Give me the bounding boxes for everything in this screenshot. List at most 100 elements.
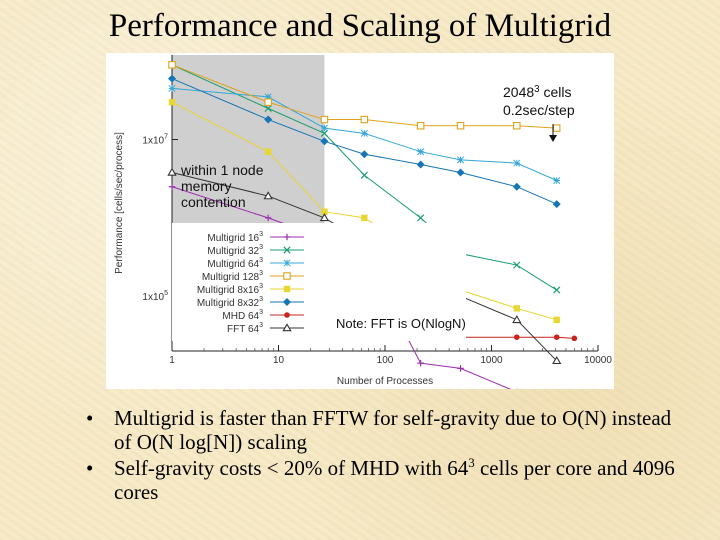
data-point bbox=[552, 124, 561, 132]
note-annotation: Note: FFT is O(NlogN) bbox=[336, 316, 466, 331]
legend-label: Multigrid 323 bbox=[207, 244, 263, 257]
data-point bbox=[168, 84, 176, 92]
data-point bbox=[283, 233, 291, 241]
data-point bbox=[552, 200, 561, 209]
legend-label: MHD 643 bbox=[222, 309, 263, 322]
data-point bbox=[320, 115, 329, 124]
data-point bbox=[553, 316, 560, 324]
y-tick-label: 1x105 bbox=[142, 290, 168, 303]
data-point bbox=[360, 129, 368, 137]
data-point bbox=[320, 137, 329, 146]
legend-label: Multigrid 8x323 bbox=[197, 296, 263, 309]
data-point bbox=[264, 93, 272, 101]
data-point bbox=[283, 259, 291, 267]
series-line bbox=[171, 87, 557, 181]
region-label-line: contention bbox=[181, 194, 246, 210]
bullet-item: • Self-gravity costs < 20% of MHD with 6… bbox=[86, 456, 686, 504]
data-point bbox=[264, 214, 272, 222]
x-tick-label: 1000 bbox=[480, 355, 503, 366]
data-point bbox=[321, 208, 328, 215]
legend-box bbox=[172, 223, 466, 341]
data-point bbox=[284, 312, 290, 318]
legend-label: Multigrid 8x163 bbox=[197, 283, 263, 296]
data-point bbox=[513, 122, 521, 130]
legend-label: Multigrid 1283 bbox=[202, 270, 263, 283]
data-point bbox=[320, 124, 328, 132]
data-point bbox=[417, 359, 424, 367]
data-point bbox=[553, 334, 560, 341]
data-point bbox=[282, 323, 292, 332]
data-point bbox=[283, 298, 291, 306]
data-point bbox=[513, 261, 521, 269]
data-point bbox=[168, 74, 176, 83]
data-point bbox=[571, 335, 578, 342]
data-point bbox=[512, 182, 521, 191]
data-point bbox=[513, 334, 520, 341]
x-tick-label: 10 bbox=[273, 355, 285, 366]
data-point bbox=[513, 159, 521, 167]
bullet-dot: • bbox=[86, 456, 94, 480]
data-point bbox=[416, 214, 425, 222]
data-point bbox=[417, 148, 425, 156]
data-point bbox=[416, 160, 425, 169]
data-point bbox=[168, 183, 176, 190]
performance-chart: 1 10 100 1000 10000 1x105 1x107 Number of Proce… bbox=[106, 53, 614, 414]
data-point bbox=[512, 315, 522, 324]
x-axis-label: Number of Processes bbox=[337, 376, 433, 387]
data-point bbox=[167, 167, 177, 176]
series-line bbox=[171, 64, 557, 129]
data-point bbox=[168, 98, 176, 106]
data-point bbox=[513, 305, 520, 312]
data-point bbox=[360, 115, 369, 124]
bullet-text-1: Multigrid is faster than FFTW for self-g… bbox=[114, 406, 672, 454]
series-line bbox=[171, 78, 557, 205]
bullet-list: • Multigrid is faster than FFTW for self… bbox=[86, 406, 686, 506]
data-point bbox=[263, 191, 273, 200]
data-point bbox=[283, 246, 291, 254]
bullet-dot: • bbox=[86, 406, 94, 430]
series-3 bbox=[168, 61, 561, 132]
bullet-text-2: Self-gravity costs < 20% of MHD with 64 bbox=[114, 456, 469, 480]
data-point bbox=[319, 213, 330, 222]
data-point bbox=[456, 156, 465, 164]
data-point bbox=[264, 148, 272, 155]
chart-figure: 1 10 100 1000 10000 1x105 1x107 Number of Proce… bbox=[106, 53, 614, 414]
data-point bbox=[552, 355, 562, 365]
y-tick-label: 1x107 bbox=[142, 134, 168, 147]
legend-label: FFT 643 bbox=[227, 322, 263, 335]
bullet-text-2-cont: cells per core and 4096 cores bbox=[114, 456, 675, 504]
data-point bbox=[320, 129, 329, 137]
data-point bbox=[264, 115, 273, 124]
y-axis-label: Performance [cells/sec/process] bbox=[114, 132, 125, 274]
data-point bbox=[283, 285, 291, 293]
data-point bbox=[553, 176, 561, 185]
series-2 bbox=[168, 84, 561, 185]
data-point bbox=[264, 98, 272, 106]
legend-label: Multigrid 643 bbox=[207, 257, 263, 270]
data-point bbox=[264, 104, 272, 112]
annotation-line: 20483 cells bbox=[503, 84, 572, 100]
data-point bbox=[456, 168, 465, 177]
series-5 bbox=[168, 74, 561, 209]
data-point bbox=[553, 286, 561, 294]
data-point bbox=[360, 171, 368, 179]
legend-label: Multigrid 163 bbox=[207, 231, 263, 244]
annotation-arrow-head bbox=[549, 135, 557, 142]
series-line bbox=[171, 64, 557, 291]
x-tick-label: 1 bbox=[169, 355, 175, 366]
data-point bbox=[168, 61, 176, 69]
x-tick-label: 100 bbox=[377, 355, 394, 366]
data-point bbox=[416, 122, 425, 130]
data-point bbox=[283, 272, 291, 280]
x-tick-label: 10000 bbox=[584, 355, 612, 366]
annotation-line: 0.2sec/step bbox=[503, 102, 575, 118]
data-point bbox=[456, 122, 465, 130]
data-point bbox=[360, 150, 369, 159]
region-label-line: memory bbox=[181, 178, 232, 194]
bullet-superscript-2: 3 bbox=[468, 455, 475, 470]
bullet-item: • Multigrid is faster than FFTW for self… bbox=[86, 406, 686, 454]
slide-title: Performance and Scaling of Multigrid bbox=[108, 8, 612, 44]
region-label-line: within 1 node bbox=[180, 162, 264, 178]
data-point bbox=[457, 365, 464, 372]
